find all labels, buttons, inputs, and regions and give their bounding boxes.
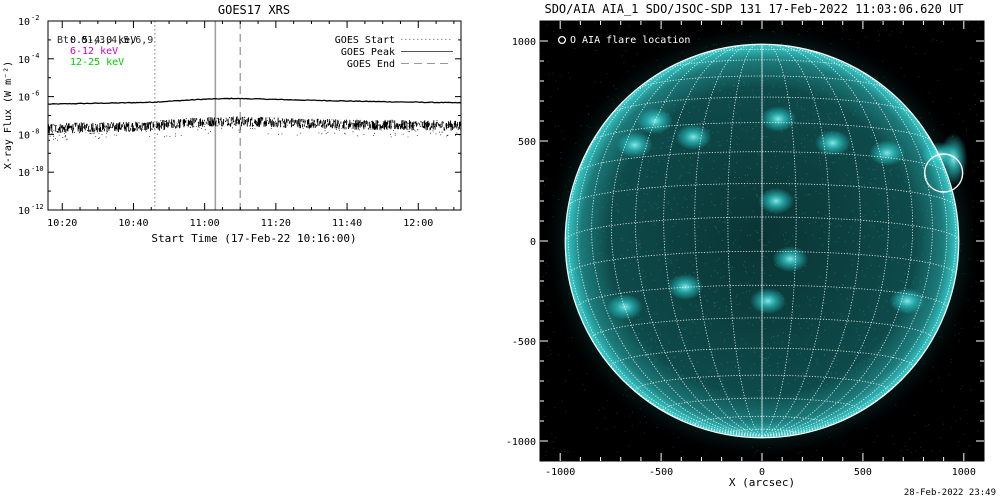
goes-y-tick-label: 10 [18, 55, 30, 66]
render-timestamp: 28-Feb-2022 23:49 [904, 488, 996, 498]
goes-x-tick-label: 11:20 [261, 218, 291, 229]
goes-y-tick-exponent: -2 [31, 14, 39, 22]
aia-x-tick-label: 500 [854, 467, 872, 478]
goes-x-tick-label: 10:40 [118, 218, 148, 229]
aia-x-tick-label: -500 [649, 467, 673, 478]
aia-y-tick-label: 1000 [512, 37, 536, 48]
active-region [760, 106, 796, 132]
goes-y-tick-label: 10 [18, 17, 30, 28]
goes-x-tick-label: 12:00 [403, 218, 433, 229]
goes-y-axis-label: X-ray Flux (W m⁻²) [3, 61, 14, 169]
aia-x-axis-label: X (arcsec) [729, 476, 795, 489]
aia-y-tick-label: 500 [518, 137, 536, 148]
goes-legend-label: GOES End [347, 59, 395, 70]
goes-series-group [48, 98, 461, 140]
goes-y-tick-exponent: -4 [31, 52, 39, 60]
goes-y-tick-label: 10 [18, 206, 30, 217]
goes-x-tick-label: 11:40 [332, 218, 362, 229]
goes-short-channel-line [48, 116, 461, 133]
goes-y-tick-exponent: -8 [31, 127, 39, 135]
goes-x-tick-label: 11:00 [190, 218, 220, 229]
goes-plot-title: GOES17 XRS [218, 3, 290, 17]
aia-y-tick-label: 0 [530, 237, 536, 248]
active-region [637, 108, 673, 134]
goes-y-tick-label: 10 [18, 130, 30, 141]
goes-x-tick-label: 10:20 [47, 218, 77, 229]
goes-y-tick-label: 10 [18, 93, 30, 104]
goes-legend-label: GOES Start [335, 35, 395, 46]
goes-channel-label: 6-12 keV [70, 46, 118, 57]
aia-x-tick-label: 1000 [952, 467, 976, 478]
goes-x-axis-label: Start Time (17-Feb-22 10:16:00) [151, 232, 356, 245]
aia-y-tick-label: -500 [512, 337, 536, 348]
goes-y-tick-exponent: -10 [31, 165, 44, 173]
goes-overlay-label: Bt: 01,3,4,5,6,9 [57, 35, 153, 46]
goes-short-channel-scatter [49, 126, 460, 140]
active-region [869, 140, 905, 166]
aia-image-plot: SDO/AIA AIA_1 SDO/JSOC-SDP 131 17-Feb-20… [506, 2, 985, 489]
active-region [772, 246, 808, 272]
goes-legend-label: GOES Peak [341, 47, 395, 58]
active-region [675, 124, 711, 150]
goes-channel-label: 12-25 keV [70, 57, 124, 68]
active-region [758, 188, 794, 214]
off-limb-loops [940, 133, 968, 185]
goes-y-tick-exponent: -12 [31, 203, 44, 211]
goes-long-channel-line [48, 98, 461, 104]
aia-legend-text: O AIA flare location [570, 35, 690, 46]
aia-x-tick-label: -1000 [545, 467, 575, 478]
aia-y-tick-label: -1000 [506, 437, 536, 448]
goes-event-lines [155, 21, 240, 210]
goes-y-tick-label: 10 [18, 168, 30, 179]
active-region [815, 130, 851, 156]
active-region [750, 288, 786, 314]
goes-y-tick-exponent: -6 [31, 90, 39, 98]
active-region [617, 132, 653, 158]
aia-legend: O AIA flare location [559, 35, 691, 46]
aia-plot-title: SDO/AIA AIA_1 SDO/JSOC-SDP 131 17-Feb-20… [544, 2, 963, 16]
